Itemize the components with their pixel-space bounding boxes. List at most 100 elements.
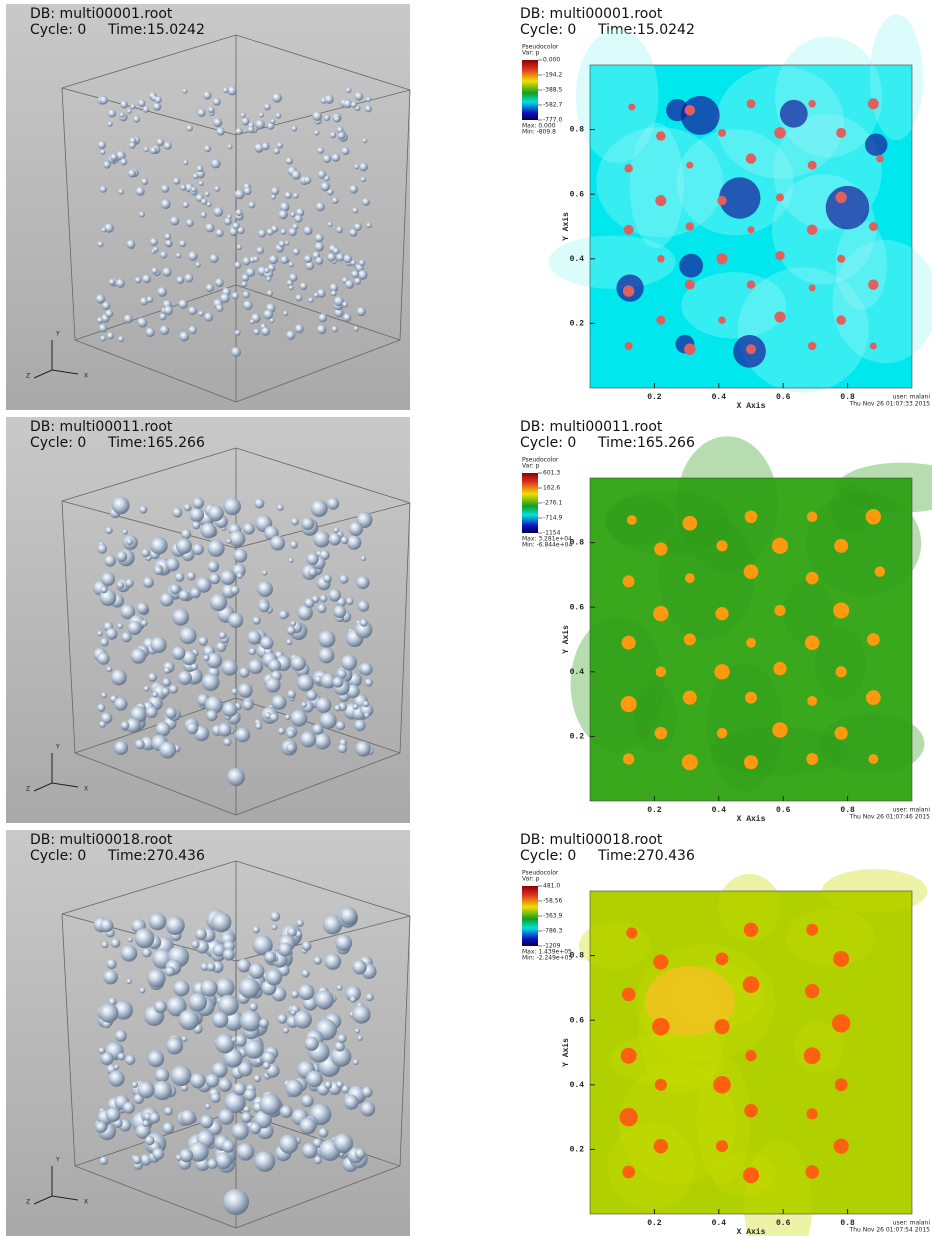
bubble (332, 677, 343, 688)
bubble (336, 1081, 344, 1089)
bubble (188, 251, 198, 261)
bubble (264, 103, 271, 110)
bubble (170, 216, 179, 225)
particle (806, 572, 819, 585)
colorbar-label: -58.56 (543, 898, 563, 905)
bubble (229, 531, 245, 547)
bubble (210, 254, 219, 263)
bubble (235, 189, 245, 199)
bubble (253, 926, 260, 933)
bubble (254, 1151, 275, 1172)
bubble (304, 1036, 318, 1050)
bubble (277, 142, 283, 148)
bubble (290, 212, 295, 217)
bubble (321, 182, 331, 192)
bubble (138, 100, 145, 107)
bubble (259, 1018, 269, 1028)
bubble (150, 147, 157, 154)
bubble (289, 228, 297, 236)
bubble (277, 504, 284, 511)
y-tick-label: 0.6 (570, 1016, 585, 1025)
bubble (97, 544, 107, 554)
y-tick-label: 0.4 (570, 255, 585, 264)
bubble (290, 710, 307, 727)
bubble (332, 197, 339, 204)
bubble (178, 299, 187, 308)
bubble (347, 535, 362, 550)
bubble (267, 290, 273, 296)
particle (714, 1019, 729, 1034)
bubble (220, 570, 235, 585)
x-axis-title: X Axis (737, 1228, 766, 1236)
bubble (253, 256, 259, 262)
bubble (172, 646, 186, 660)
bubble (352, 208, 358, 214)
bubble (292, 170, 301, 179)
bubble (218, 1109, 234, 1125)
bubble (165, 240, 172, 247)
bubble (294, 1010, 312, 1028)
legend-var: Var: p (522, 50, 540, 57)
bubble (345, 280, 354, 289)
bubble (189, 326, 197, 334)
bubble (336, 721, 345, 730)
bubble (157, 287, 167, 297)
particle (774, 311, 785, 322)
field-low (681, 96, 720, 135)
field-shade (605, 490, 730, 554)
bubble (295, 294, 302, 301)
bubble (152, 268, 158, 274)
bubble (101, 1052, 114, 1065)
bubble (100, 186, 107, 193)
bubble (280, 1105, 293, 1118)
bubble (204, 313, 213, 322)
bubble (272, 93, 282, 103)
bubble (156, 138, 164, 146)
bubble (137, 602, 149, 614)
particle (654, 1139, 668, 1153)
particle (686, 162, 693, 169)
bubble (176, 276, 184, 284)
bubble (213, 118, 222, 127)
bubble (115, 1030, 127, 1042)
bubble (97, 652, 110, 665)
particle (654, 542, 667, 555)
bubble (135, 739, 145, 749)
bubble (211, 159, 221, 169)
bubble (210, 1093, 220, 1103)
bubble (200, 979, 217, 996)
particle (876, 155, 884, 163)
bubble (169, 685, 178, 694)
particle (622, 988, 636, 1002)
bubble (110, 153, 118, 161)
bubble (249, 648, 256, 655)
bubble (291, 656, 306, 671)
particle (835, 192, 847, 204)
x-tick-label: 0.2 (647, 806, 662, 815)
bubble (223, 949, 235, 961)
x-axis-title: X Axis (737, 815, 766, 824)
bubble (253, 329, 259, 335)
x-tick-label: 0.6 (776, 806, 791, 815)
bubble (160, 251, 167, 258)
bubble (109, 279, 116, 286)
colorbar-label: -582.7 (543, 102, 563, 109)
bubble (263, 1062, 271, 1070)
bubble (255, 120, 265, 130)
bubble (354, 720, 365, 731)
bubble (304, 255, 312, 263)
bubble (101, 572, 115, 586)
bubble (270, 713, 279, 722)
bubble (208, 505, 224, 521)
bubble (175, 572, 184, 581)
bubble (335, 935, 352, 952)
bubble (365, 105, 372, 112)
bubble (223, 1189, 249, 1215)
particle (652, 1018, 670, 1036)
bubble (350, 996, 357, 1003)
bubble (280, 229, 286, 235)
bubble (125, 1055, 135, 1065)
particle (868, 98, 879, 109)
bubble (254, 1075, 261, 1082)
particle (808, 342, 817, 351)
